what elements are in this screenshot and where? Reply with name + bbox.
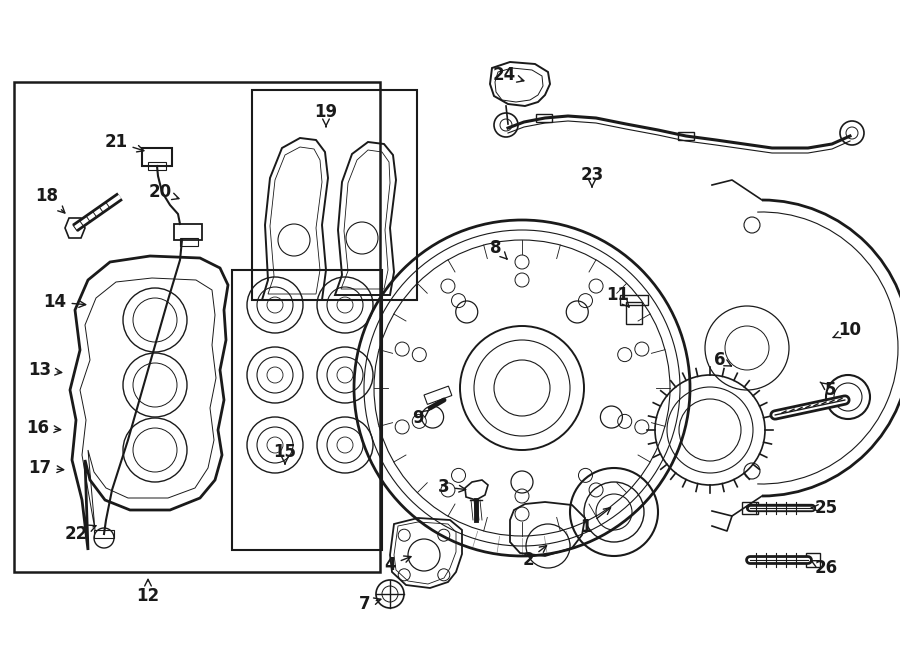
Text: 6: 6 bbox=[715, 351, 732, 369]
Text: 13: 13 bbox=[29, 361, 62, 379]
Text: 23: 23 bbox=[580, 166, 604, 187]
Text: 26: 26 bbox=[811, 559, 838, 577]
Bar bbox=[142, 148, 172, 166]
Text: 15: 15 bbox=[274, 443, 296, 464]
Bar bbox=[626, 302, 642, 324]
Bar bbox=[94, 530, 114, 538]
Text: 4: 4 bbox=[384, 556, 411, 574]
Bar bbox=[174, 224, 202, 240]
Text: 1: 1 bbox=[580, 508, 610, 536]
Bar bbox=[536, 114, 552, 122]
Bar bbox=[252, 90, 417, 300]
Text: 25: 25 bbox=[811, 499, 838, 517]
Text: 10: 10 bbox=[832, 321, 861, 339]
Bar bbox=[742, 502, 758, 514]
Bar bbox=[806, 553, 820, 567]
Text: 18: 18 bbox=[35, 187, 65, 213]
Text: 20: 20 bbox=[148, 183, 179, 201]
Bar bbox=[424, 386, 452, 405]
Text: 14: 14 bbox=[43, 293, 86, 311]
Text: 5: 5 bbox=[820, 381, 837, 399]
Text: 9: 9 bbox=[412, 409, 429, 427]
Text: 8: 8 bbox=[491, 239, 507, 259]
Text: 3: 3 bbox=[438, 478, 465, 496]
Text: 7: 7 bbox=[359, 595, 381, 613]
Text: 19: 19 bbox=[314, 103, 338, 127]
Bar bbox=[678, 132, 694, 140]
Text: 11: 11 bbox=[607, 286, 629, 307]
Text: 16: 16 bbox=[26, 419, 60, 437]
Text: 17: 17 bbox=[29, 459, 64, 477]
Bar bbox=[148, 162, 166, 170]
Text: 21: 21 bbox=[104, 133, 144, 152]
Bar bbox=[14, 82, 380, 572]
Bar bbox=[180, 238, 198, 246]
Bar bbox=[620, 295, 648, 305]
Text: 22: 22 bbox=[65, 525, 96, 543]
Text: 12: 12 bbox=[137, 579, 159, 605]
Bar bbox=[232, 270, 382, 550]
Text: 24: 24 bbox=[492, 66, 524, 84]
Text: 2: 2 bbox=[522, 545, 546, 569]
